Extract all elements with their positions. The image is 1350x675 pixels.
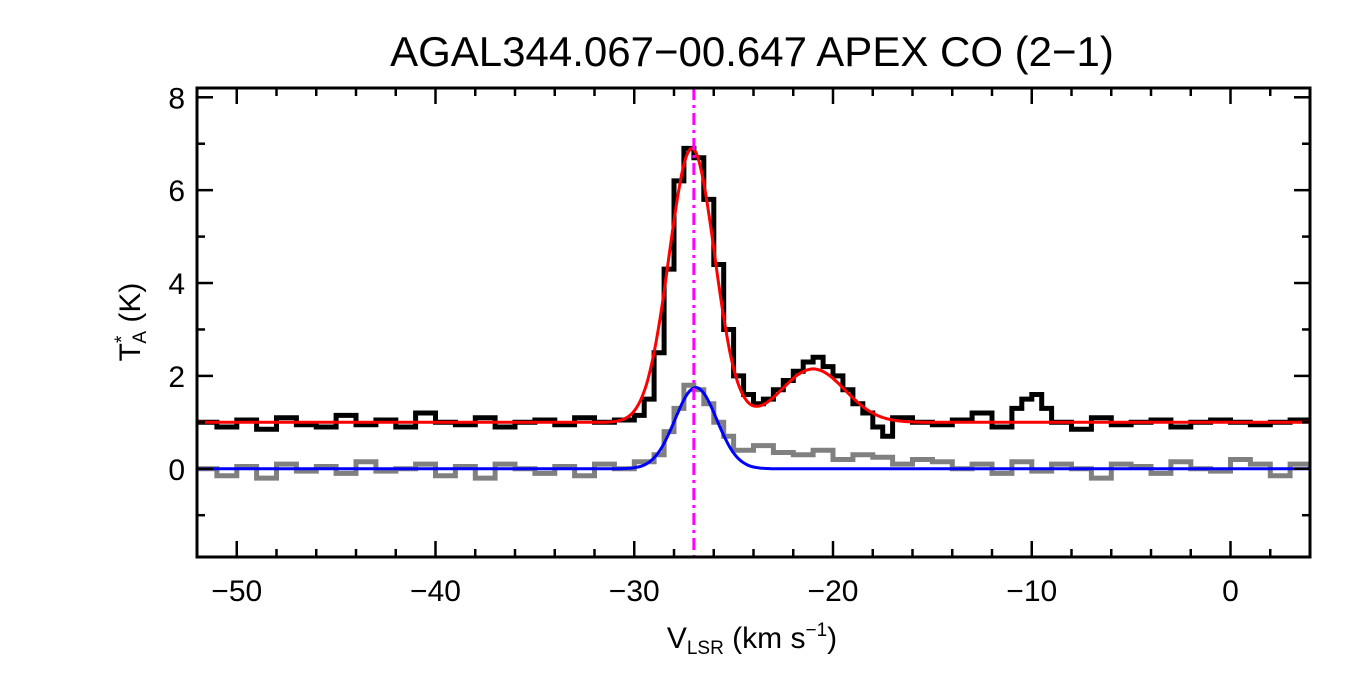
x-axis-label: VLSR (km s−1) — [667, 620, 837, 659]
chart-title: AGAL344.067−00.647 APEX CO (2−1) — [390, 28, 1114, 75]
y-tick-label: 6 — [168, 175, 185, 208]
x-tick-label: −50 — [211, 575, 262, 608]
x-tick-label: −20 — [808, 575, 859, 608]
y-tick-labels: 0 2 4 6 8 — [168, 82, 185, 486]
fit-series-3 — [197, 385, 1310, 471]
y-tick-label: 8 — [168, 82, 185, 115]
y-axis-label: T*A (K) — [112, 283, 151, 362]
y-tick-label: 2 — [168, 361, 185, 394]
x-tick-label: −10 — [1006, 575, 1057, 608]
plot-area — [197, 88, 1310, 557]
y-tick-label: 4 — [168, 268, 185, 301]
fit-series-2 — [197, 146, 1310, 424]
axis-ticks — [195, 88, 1312, 557]
x-tick-label: 0 — [1222, 575, 1239, 608]
x-tick-label: −30 — [609, 575, 660, 608]
y-tick-label: 0 — [168, 454, 185, 487]
x-tick-label: −40 — [410, 575, 461, 608]
plot-frame — [195, 86, 1312, 559]
spectrum-series-0 — [197, 145, 1310, 439]
x-tick-labels: −50 −40 −30 −20 −10 0 — [211, 575, 1239, 608]
